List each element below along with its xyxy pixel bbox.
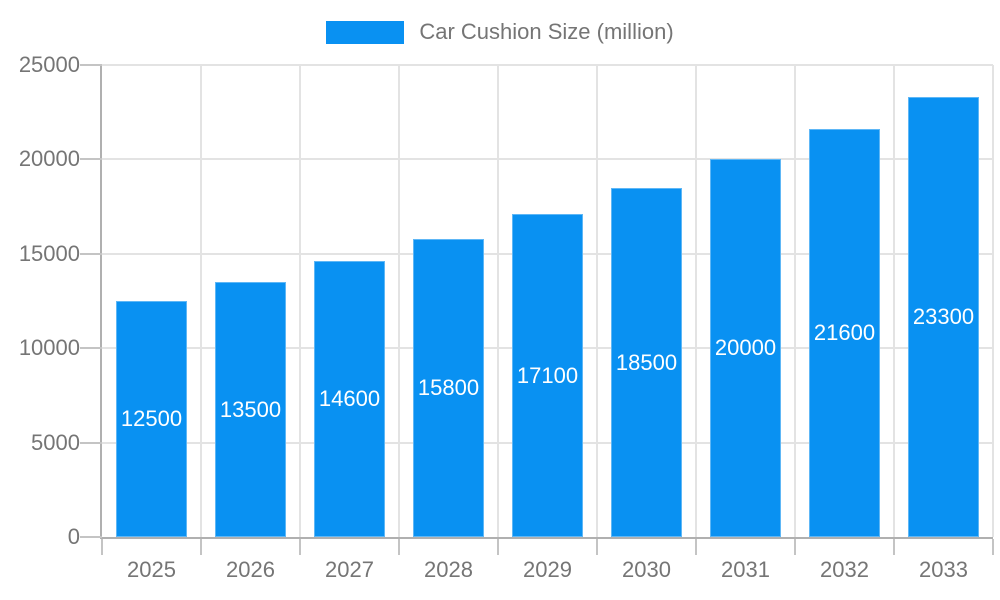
x-axis-tick-label: 2026 xyxy=(226,557,275,582)
x-axis-tick-label: 2028 xyxy=(424,557,473,582)
bar-2029[interactable] xyxy=(512,214,583,537)
bar-value-label: 23300 xyxy=(912,304,975,329)
x-axis-tick xyxy=(695,539,697,555)
y-axis-tick xyxy=(80,252,102,255)
x-axis-tick-label: 2025 xyxy=(127,557,176,582)
x-gridline xyxy=(695,65,697,537)
x-axis-tick xyxy=(794,539,796,555)
x-gridline xyxy=(398,65,400,537)
y-axis-line xyxy=(100,65,102,539)
legend-swatch xyxy=(326,20,405,44)
y-axis-tick xyxy=(80,536,102,538)
y-axis-tick-label: 10000 xyxy=(18,335,80,361)
bar-2030[interactable] xyxy=(611,188,682,537)
bar-value-label: 21600 xyxy=(813,320,876,345)
y-axis-tick-label: 25000 xyxy=(18,52,80,77)
y-axis-tick-label: 0 xyxy=(67,524,80,549)
x-axis-tick-label: 2031 xyxy=(721,557,770,582)
y-gridline xyxy=(102,158,993,161)
bar-2026[interactable] xyxy=(215,282,286,537)
x-gridline xyxy=(992,65,994,537)
bar-value-label: 18500 xyxy=(615,349,678,375)
y-axis-tick-label: 20000 xyxy=(18,146,80,172)
y-axis-tick xyxy=(80,347,102,350)
x-axis-tick-label: 2033 xyxy=(919,557,968,582)
x-axis-tick xyxy=(992,539,994,555)
y-axis-tick xyxy=(80,158,102,161)
x-axis-tick xyxy=(596,539,598,555)
x-axis-tick xyxy=(101,539,103,555)
bar-2028[interactable] xyxy=(413,239,484,537)
bar-value-label: 14600 xyxy=(318,386,381,411)
x-axis-tick xyxy=(398,539,400,555)
legend-label: Car Cushion Size (million) xyxy=(419,19,674,44)
bar-value-label: 15800 xyxy=(417,375,480,400)
x-axis-tick xyxy=(497,539,499,555)
y-axis-tick-label: 15000 xyxy=(18,240,80,266)
x-axis-tick-label: 2027 xyxy=(325,557,374,582)
bar-2033[interactable] xyxy=(908,97,979,537)
bar-2027[interactable] xyxy=(314,261,385,537)
x-axis-line xyxy=(100,537,993,539)
x-axis-tick xyxy=(893,539,895,555)
y-gridline xyxy=(102,64,993,66)
x-axis-tick-label: 2032 xyxy=(820,557,869,582)
y-axis-tick xyxy=(80,64,102,66)
x-axis-tick xyxy=(200,539,202,555)
x-axis-tick-label: 2029 xyxy=(523,557,572,582)
x-gridline xyxy=(794,65,796,537)
legend: Car Cushion Size (million) xyxy=(0,17,1000,47)
bar-2031[interactable] xyxy=(710,159,781,537)
x-gridline xyxy=(299,65,301,537)
x-axis-tick xyxy=(299,539,301,555)
bar-value-label: 12500 xyxy=(120,406,183,431)
x-gridline xyxy=(497,65,499,537)
x-gridline xyxy=(893,65,895,537)
y-axis-tick-label: 5000 xyxy=(31,429,80,455)
bar-value-label: 17100 xyxy=(516,362,579,388)
bar-value-label: 13500 xyxy=(219,396,282,422)
x-axis-tick-label: 2030 xyxy=(622,557,671,582)
legend-item[interactable]: Car Cushion Size (million) xyxy=(326,19,674,45)
plot-area: 12500 13500 14600 15800 17100 18500 20000 21600… xyxy=(102,64,994,537)
bar-2032[interactable] xyxy=(809,129,880,537)
bar-2025[interactable] xyxy=(116,301,187,537)
x-gridline xyxy=(200,65,202,537)
bar-value-label: 20000 xyxy=(714,335,777,360)
y-axis-tick xyxy=(80,441,102,444)
x-gridline xyxy=(596,65,598,537)
